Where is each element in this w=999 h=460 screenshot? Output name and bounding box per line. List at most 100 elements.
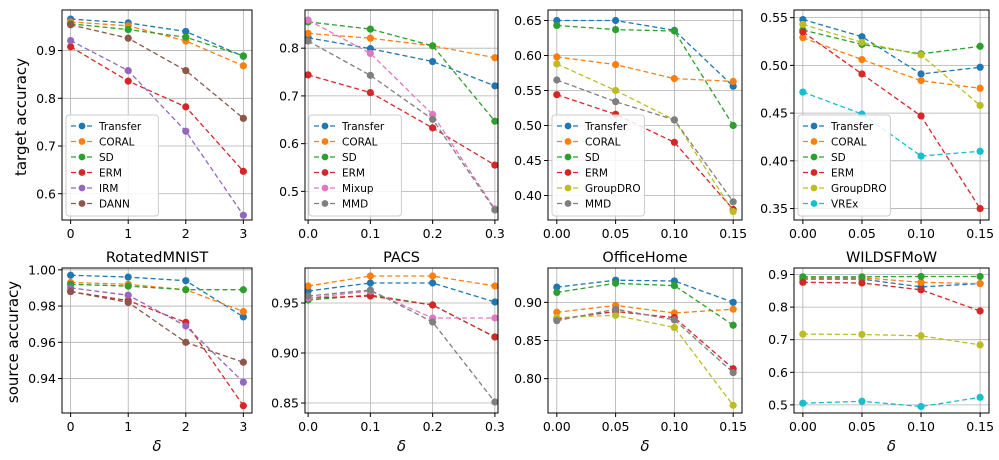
series-irm <box>67 284 247 386</box>
data-point <box>612 16 620 25</box>
legend-label: SD <box>99 152 114 164</box>
series-line <box>802 278 981 288</box>
series-line <box>70 281 244 313</box>
y-tick-label: 0.90 <box>514 295 542 310</box>
x-tick-label: 0.00 <box>543 226 571 241</box>
data-point <box>124 298 132 307</box>
series-erm <box>67 43 247 175</box>
legend-swatch-marker <box>321 122 329 130</box>
legend-label: ERM <box>585 167 608 179</box>
x-tick-label: 0.10 <box>907 226 935 241</box>
x-tick-label: 0.15 <box>719 226 747 241</box>
legend-label: Transfer <box>341 121 385 133</box>
series-transfer <box>799 15 984 78</box>
data-point <box>124 67 132 75</box>
data-point <box>429 301 437 309</box>
data-point <box>917 152 925 160</box>
series-line <box>308 32 496 59</box>
axes-frame <box>793 267 990 414</box>
data-point <box>239 286 247 294</box>
data-point <box>976 101 984 110</box>
x-tick-label: 0.10 <box>907 419 935 434</box>
y-tick-label: 0.80 <box>514 371 542 386</box>
data-point <box>799 273 807 281</box>
y-tick-label: 0.7 <box>279 88 299 103</box>
series-sd <box>67 280 247 294</box>
x-tick-label: 0.05 <box>848 419 876 434</box>
series-line <box>70 287 244 383</box>
data-point <box>304 71 312 79</box>
data-point <box>304 29 312 37</box>
data-point <box>858 38 866 47</box>
data-point <box>239 358 247 366</box>
data-point <box>366 286 374 294</box>
data-point <box>124 273 132 281</box>
data-point <box>553 308 561 316</box>
series-line <box>70 274 244 318</box>
y-tick-label: 1.00 <box>28 262 56 277</box>
data-point <box>976 204 984 213</box>
data-point <box>182 27 190 36</box>
data-point <box>729 208 737 216</box>
series-erm <box>304 292 499 341</box>
series-line <box>70 290 244 407</box>
series-groupdro <box>799 20 984 110</box>
y-tick-label: 0.98 <box>28 299 56 314</box>
series-line <box>556 308 734 374</box>
data-point <box>239 307 247 316</box>
data-point <box>124 282 132 290</box>
data-point <box>729 198 737 206</box>
legend-swatch-marker <box>564 153 572 161</box>
legend-swatch-marker <box>810 184 818 192</box>
data-point <box>729 368 737 377</box>
x-tick-label: 0.10 <box>660 226 688 241</box>
data-point <box>491 333 499 341</box>
y-tick-label: 0.55 <box>760 10 788 25</box>
data-point <box>729 305 737 313</box>
series-erm <box>799 28 984 213</box>
series-coral <box>67 18 247 70</box>
series-line <box>308 294 496 338</box>
data-point <box>239 313 247 321</box>
y-tick-label: 0.7 <box>36 139 56 154</box>
data-point <box>976 147 984 155</box>
panel-3: 0.00 0.05 0.10 0.15 0.40 0.45 0.50 0.55 0.60 0.65… <box>514 9 747 241</box>
x-tick-label: 0.05 <box>602 419 630 434</box>
x-tick-label: 0.2 <box>423 419 443 434</box>
series-mmd <box>553 76 737 206</box>
x-tick-label: 0.0 <box>298 226 318 241</box>
series-irm <box>67 36 247 219</box>
legend-box <box>797 114 891 217</box>
data-point <box>182 322 190 330</box>
data-point <box>304 16 312 24</box>
legend-label: SD <box>342 152 357 164</box>
y-tick-label: 0.40 <box>760 153 788 168</box>
y-tick-label: 0.35 <box>760 201 788 216</box>
x-tick-label: 2 <box>182 419 190 434</box>
data-point <box>491 54 499 62</box>
y-tick-label: 0.45 <box>514 153 542 168</box>
data-point <box>670 75 678 83</box>
data-point <box>917 51 925 59</box>
legend-label: SD <box>585 152 600 164</box>
legend-label: MMD <box>585 198 611 210</box>
data-point <box>612 86 620 95</box>
y-tick-label: 0.8 <box>279 41 299 56</box>
data-point <box>976 63 984 71</box>
legend: Transfer CORAL SD ERM GroupDRO VREx <box>797 114 891 217</box>
legend-box <box>551 114 645 217</box>
legend-label: Transfer <box>98 121 142 133</box>
data-point <box>553 317 561 325</box>
data-point <box>976 280 984 288</box>
data-point <box>553 53 561 61</box>
data-point <box>553 283 561 291</box>
x-tick-label: 0 <box>67 226 75 241</box>
y-tick-label: 0.9 <box>36 43 56 58</box>
x-tick-label: 0.0 <box>298 419 318 434</box>
data-point <box>182 277 190 285</box>
data-point <box>182 33 190 41</box>
data-point <box>182 338 190 346</box>
legend-label: ERM <box>342 167 365 179</box>
series-line <box>70 290 244 363</box>
series-line <box>70 39 244 216</box>
